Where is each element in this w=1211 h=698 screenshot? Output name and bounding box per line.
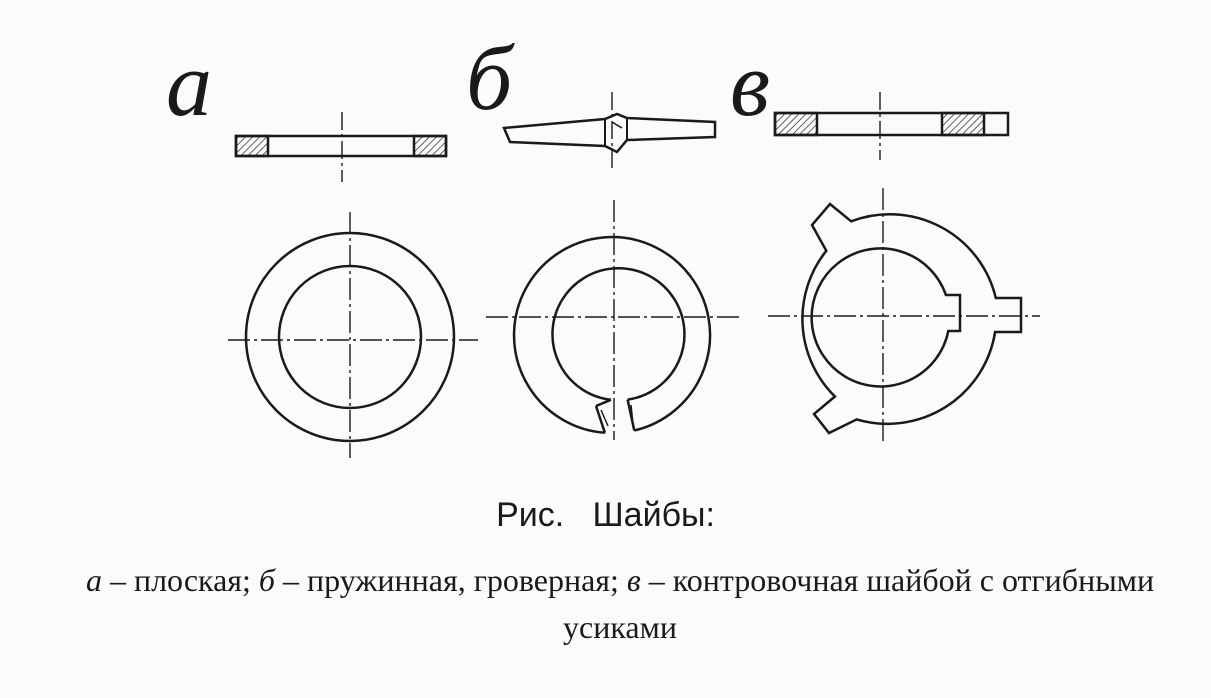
flat-washer-side-view xyxy=(234,112,448,182)
flat-washer-plan-view xyxy=(228,212,478,458)
tab-washer-plan-view xyxy=(768,188,1040,444)
spring-washer-plan-view xyxy=(486,200,740,440)
caption-text-a: – плоская; xyxy=(101,562,259,598)
caption-text-b: – пружинная, гроверная; xyxy=(275,562,627,598)
label-a: а xyxy=(166,33,212,135)
label-b: б xyxy=(466,27,513,129)
tab-washer-side-view xyxy=(773,92,1010,160)
caption-letter-a: а xyxy=(85,562,102,598)
caption-text-v: – контровочная шайбой с отгибными усикам… xyxy=(563,562,1155,645)
figure-caption-body: а – плоская; б – пружинная, гроверная; в… xyxy=(40,557,1200,651)
spring-washer-side-view xyxy=(502,92,717,172)
caption-letter-v: в xyxy=(626,562,641,598)
label-v: в xyxy=(730,33,770,135)
caption-letter-b: б xyxy=(258,562,275,598)
figure-caption-title: Рис. Шайбы: xyxy=(496,496,715,534)
